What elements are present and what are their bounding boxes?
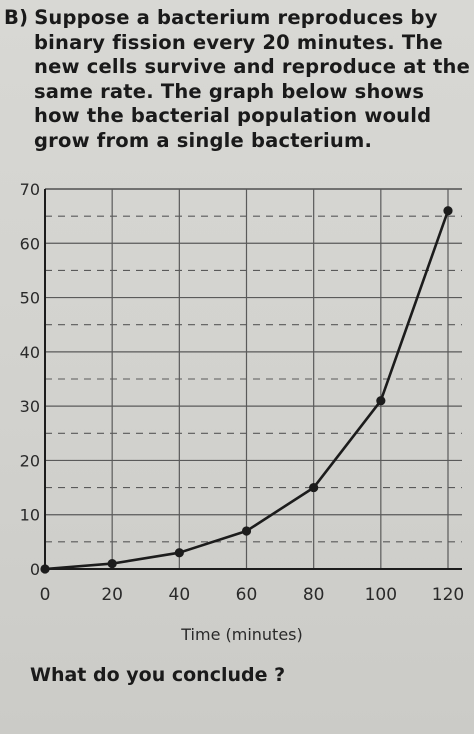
x-tick-label: 0 [40, 585, 51, 605]
data-point [443, 206, 453, 216]
chart-grid [44, 188, 462, 570]
y-tick-label: 20 [20, 451, 40, 470]
data-point [107, 558, 117, 569]
question-line-2: binary fission every 20 minutes. The [34, 30, 443, 54]
x-tick-label: 80 [303, 585, 325, 605]
chart-axes [44, 189, 462, 570]
y-tick-label: 40 [20, 343, 40, 362]
x-tick-label: 60 [236, 585, 258, 605]
x-tick-label: 40 [169, 585, 191, 605]
data-point [40, 564, 50, 574]
y-tick-label: 50 [20, 289, 40, 308]
x-tick-label: 120 [432, 585, 464, 605]
question-line-4: same rate. The graph below shows [34, 79, 425, 103]
question-line-1-text: Suppose a bacterium reproduces by [34, 6, 438, 29]
data-point [174, 548, 184, 558]
x-axis-label: Time (minutes) [180, 625, 303, 644]
question-line-3: new cells survive and reproduce at the [34, 55, 471, 78]
question-line-1: B) Suppose a bacterium reproduces by [4, 6, 470, 31]
chart-tick-labels: 0 10 20 30 40 50 60 70 0 20 40 60 80 100 120 [20, 180, 465, 605]
chart-series [40, 206, 453, 574]
question-text: B) Suppose a bacterium reproduces by bina… [4, 6, 470, 153]
y-tick-label: 30 [20, 397, 40, 416]
y-tick-label: 60 [20, 234, 40, 253]
conclusion-prompt: What do you conclude ? [30, 664, 286, 686]
y-tick-label: 70 [20, 180, 40, 199]
y-tick-label: 0 [30, 560, 40, 579]
question-label: B) [4, 6, 29, 29]
question-line-5: how the bacterial population would [34, 104, 432, 127]
data-point [241, 526, 252, 536]
data-point [376, 396, 386, 406]
y-tick-label: 10 [20, 506, 40, 525]
question-line-6: grow from a single bacterium. [34, 128, 373, 152]
x-tick-label: 20 [101, 585, 123, 605]
data-point [309, 482, 319, 493]
x-tick-label: 100 [365, 585, 397, 605]
